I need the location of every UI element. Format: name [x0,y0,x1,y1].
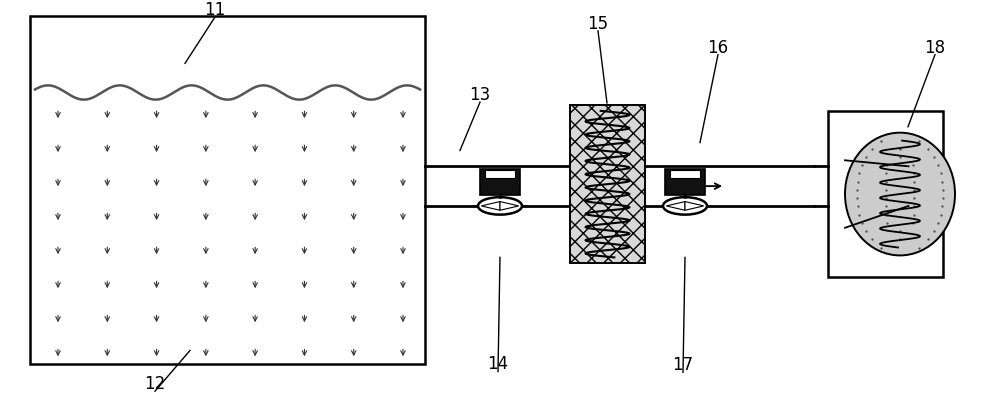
Text: 15: 15 [587,15,609,33]
Text: 18: 18 [924,38,946,57]
Polygon shape [666,202,685,210]
Text: 12: 12 [144,375,166,393]
Text: 16: 16 [707,38,729,57]
Polygon shape [685,202,704,210]
Circle shape [663,197,707,215]
Bar [670,170,700,178]
Bar [570,105,645,263]
Polygon shape [500,202,519,210]
Text: 14: 14 [487,355,509,373]
Bar [480,169,520,195]
Text: 11: 11 [204,1,226,19]
Bar [485,170,515,178]
Polygon shape [481,202,500,210]
Bar [30,16,425,364]
Bar [665,169,705,195]
Text: 13: 13 [469,86,491,104]
Bar [828,111,943,277]
Text: 17: 17 [672,356,694,374]
Ellipse shape [845,133,955,255]
Circle shape [478,197,522,215]
